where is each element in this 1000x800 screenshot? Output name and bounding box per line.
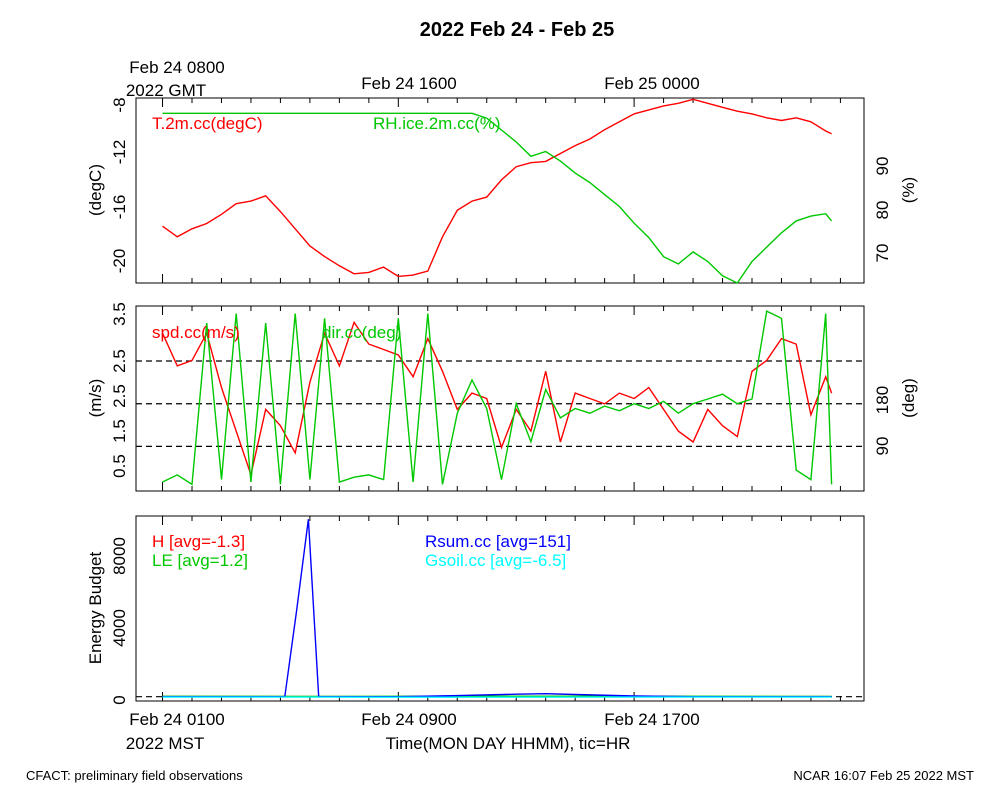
y-right-ticks: 90 180 [873, 386, 892, 456]
panel-series-group [136, 306, 864, 491]
bottom-tick-label: Feb 24 0100 [129, 710, 224, 729]
y-tick-label: -20 [110, 249, 129, 274]
y-left-label: Energy Budget [86, 551, 105, 664]
y-tick-label: 2.5 [110, 384, 129, 408]
legend-entry: T.2m.cc(degC) [152, 114, 263, 133]
series-line-0 [161, 320, 833, 478]
y-left-ticks: 0.5 1.5 2.5 3.5 [110, 302, 129, 478]
panel-temperature-humidity: T.2m.cc(degC) RH.ice.2m.cc(%) -8 -12 -16… [86, 97, 918, 284]
top-zone-label: 2022 GMT [126, 81, 206, 100]
series-line-0 [162, 98, 832, 278]
y-right-label: (%) [899, 177, 918, 203]
footer-right: NCAR 16:07 Feb 25 2022 MST [793, 768, 974, 783]
top-tick-label: Feb 25 0000 [604, 74, 699, 93]
legend-entry: LE [avg=1.2] [152, 551, 248, 570]
legend-entry: Rsum.cc [avg=151] [425, 532, 571, 551]
y-tick-label: 70 [873, 244, 892, 263]
bottom-tick-label: Feb 24 0900 [361, 710, 456, 729]
panel-series-group [136, 516, 864, 701]
y-tick-label: -16 [110, 195, 129, 220]
legend-entry: RH.ice.2m.cc(%) [373, 114, 501, 133]
panel-series-group [162, 98, 841, 284]
y-right-label: (deg) [899, 378, 918, 418]
legend-entry: spd.cc(m/s) [152, 323, 240, 342]
legend-entry: Gsoil.cc [avg=-6.5] [425, 551, 566, 570]
bottom-zone-label: 2022 MST [126, 734, 204, 753]
y-tick-label: 3.5 [110, 302, 129, 326]
panel-frame [135, 305, 865, 492]
y-left-ticks: 0 4000 8000 [110, 537, 129, 705]
panel-energy-budget: H [avg=-1.3] LE [avg=1.2] Rsum.cc [avg=1… [86, 515, 865, 705]
y-tick-label: 4000 [110, 609, 129, 647]
y-tick-label: 180 [873, 386, 892, 414]
y-tick-label: 80 [873, 201, 892, 220]
panel-wind: spd.cc(m/s) dir.cc(deg) 0.5 1.5 2.5 3.5 … [86, 302, 918, 492]
y-tick-label: 0 [110, 695, 129, 704]
y-tick-label: 8000 [110, 537, 129, 575]
top-tick-label: Feb 24 0800 [129, 58, 224, 77]
chart-title: 2022 Feb 24 - Feb 25 [420, 19, 615, 41]
y-tick-label: 90 [873, 437, 892, 456]
y-tick-label: 2.5 [110, 349, 129, 373]
legend-entry: H [avg=-1.3] [152, 532, 245, 551]
y-left-label: (degC) [86, 164, 105, 216]
y-tick-label: -12 [110, 140, 129, 165]
y-right-ticks: 70 80 90 [873, 157, 892, 263]
footer-left: CFACT: preliminary field observations [26, 768, 243, 783]
panel-frame [135, 515, 865, 702]
y-tick-label: 0.5 [110, 454, 129, 478]
series-line-1 [162, 112, 833, 284]
panel-frame [135, 97, 865, 284]
bottom-tick-label: Feb 24 1700 [604, 710, 699, 729]
y-tick-label: -8 [110, 97, 129, 112]
legend-entry: dir.cc(deg) [322, 323, 401, 342]
y-tick-label: 1.5 [110, 419, 129, 443]
top-tick-label: Feb 24 1600 [361, 74, 456, 93]
y-left-label: (m/s) [86, 379, 105, 418]
series-line-1 [162, 310, 833, 486]
y-left-ticks: -8 -12 -16 -20 [110, 97, 129, 273]
x-axis-label: Time(MON DAY HHMM), tic=HR [386, 734, 631, 753]
y-tick-label: 90 [873, 157, 892, 176]
